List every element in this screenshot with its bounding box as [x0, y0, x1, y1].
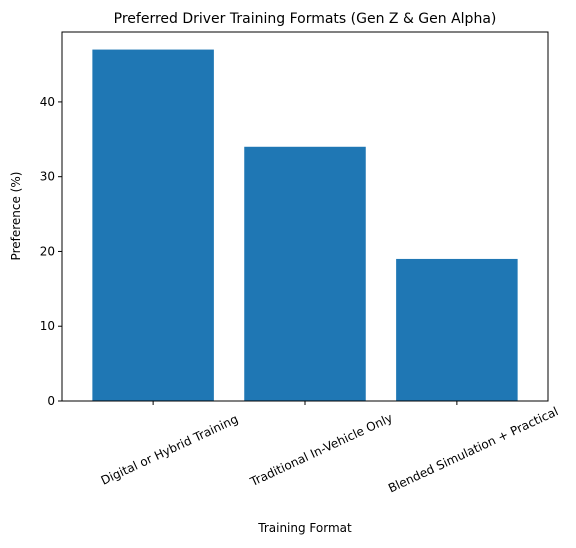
y-axis-label: Preference (%) — [9, 172, 23, 261]
y-tick-label-40: 40 — [40, 95, 55, 109]
bar-2 — [244, 146, 366, 401]
y-tick-label-30: 30 — [40, 170, 55, 184]
y-tick-label-10: 10 — [40, 319, 55, 333]
y-tick-label-0: 0 — [47, 394, 55, 408]
bar-3 — [396, 258, 518, 401]
bars-layer — [92, 49, 518, 401]
y-tick-label-20: 20 — [40, 244, 55, 258]
bar-1 — [92, 49, 214, 401]
plot-frame — [61, 31, 549, 402]
x-axis-label: Training Format — [257, 521, 352, 535]
y-axis: 0 10 20 30 40 — [40, 95, 62, 408]
chart-title: Preferred Driver Training Formats (Gen Z… — [114, 11, 497, 27]
